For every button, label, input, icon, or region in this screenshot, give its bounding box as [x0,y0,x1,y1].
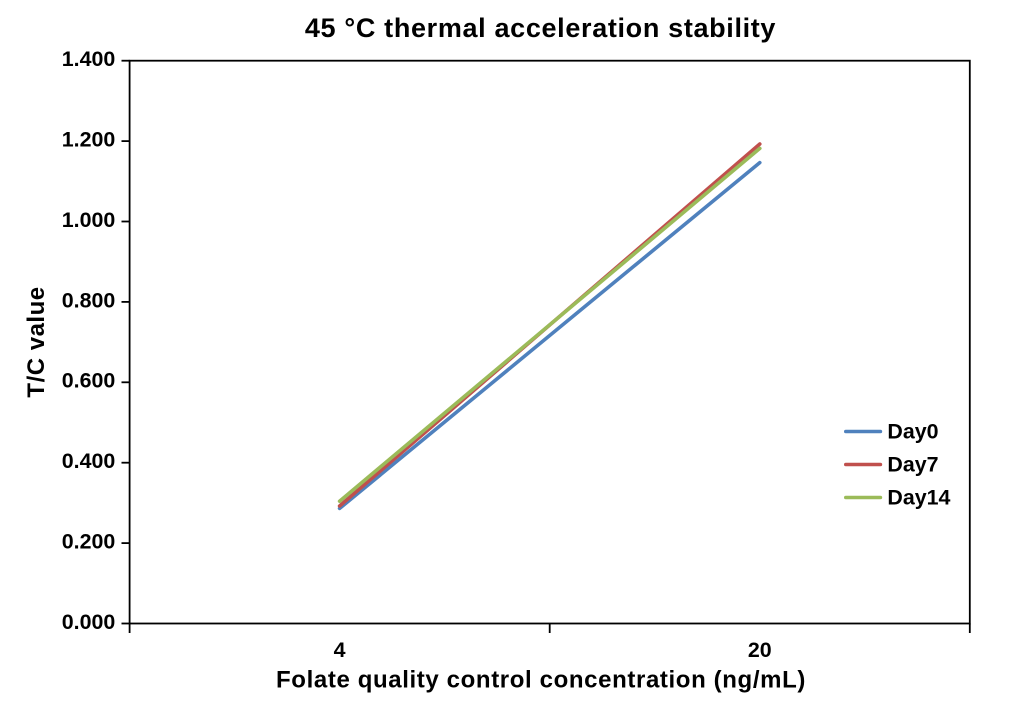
svg-text:0.200: 0.200 [62,530,116,554]
svg-text:1.200: 1.200 [62,128,116,152]
svg-text:0.600: 0.600 [62,369,116,393]
svg-text:Day14: Day14 [887,485,950,509]
svg-text:Folate quality control concent: Folate quality control concentration (ng… [276,667,806,694]
svg-text:1.000: 1.000 [62,208,116,232]
svg-text:T/C value: T/C value [23,286,50,397]
svg-text:45 °C thermal acceleration sta: 45 °C thermal acceleration stability [305,13,776,43]
svg-text:20: 20 [748,638,772,662]
svg-text:4: 4 [334,638,346,662]
svg-text:0.000: 0.000 [62,610,116,634]
svg-text:0.400: 0.400 [62,449,116,473]
svg-text:Day7: Day7 [887,452,938,476]
svg-text:0.800: 0.800 [62,288,116,312]
svg-text:1.400: 1.400 [62,47,116,71]
svg-text:Day0: Day0 [887,419,938,443]
